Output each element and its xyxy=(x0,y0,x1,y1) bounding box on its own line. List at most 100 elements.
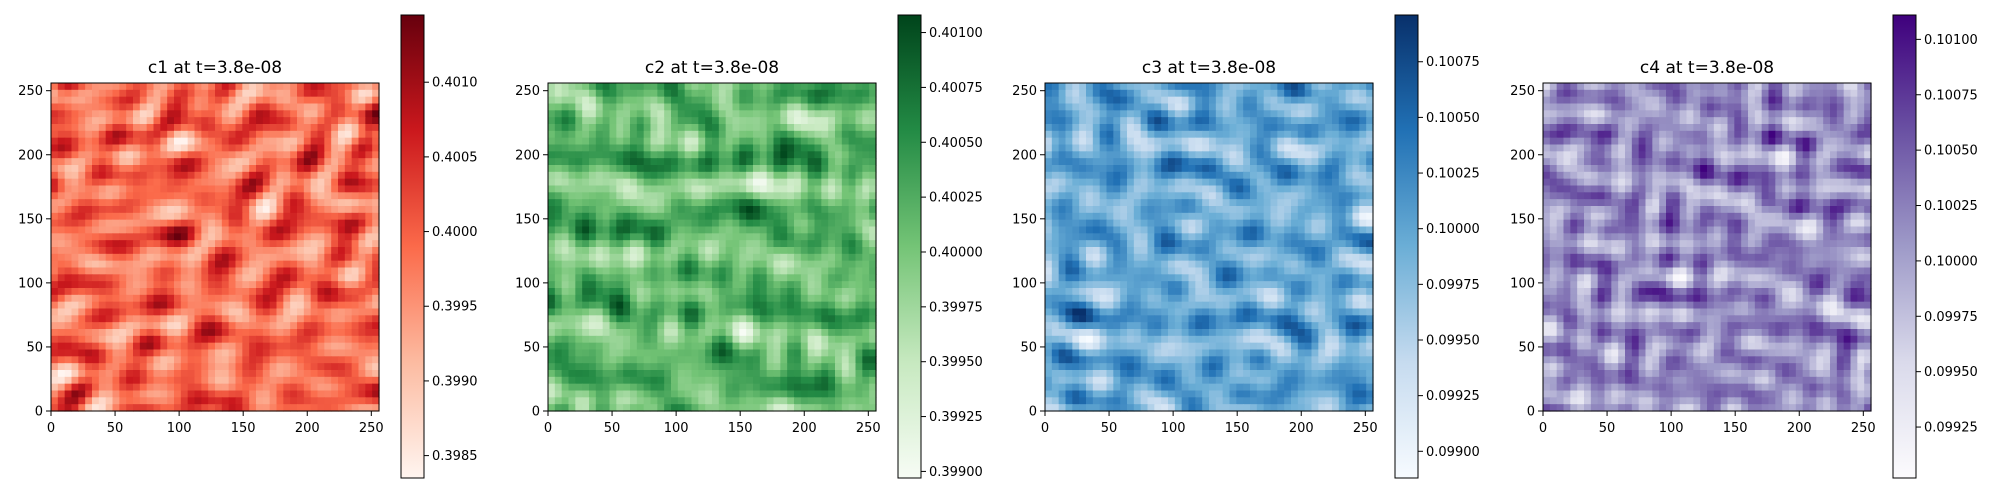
heatmap-cell xyxy=(215,226,223,234)
heatmap-cell xyxy=(814,247,822,255)
heatmap-cell xyxy=(153,281,161,289)
heatmap-cell xyxy=(821,226,829,234)
heatmap-cell xyxy=(671,363,679,371)
heatmap-cell xyxy=(855,165,863,173)
heatmap-cell xyxy=(636,315,645,323)
heatmap-cell xyxy=(862,329,870,337)
heatmap-cell xyxy=(671,226,679,234)
heatmap-cell xyxy=(800,137,809,146)
heatmap-cell xyxy=(800,206,809,214)
heatmap-cell xyxy=(64,260,73,269)
heatmap-cell xyxy=(554,253,563,262)
heatmap-cell xyxy=(351,383,360,392)
heatmap-cell xyxy=(643,322,652,330)
heatmap-cell xyxy=(1243,96,1251,105)
heatmap-cell xyxy=(98,370,107,378)
heatmap-cell xyxy=(139,165,148,173)
heatmap-cell xyxy=(344,212,353,221)
heatmap-cell xyxy=(753,89,761,98)
heatmap-cell xyxy=(85,267,93,275)
heatmap-cell xyxy=(650,226,658,234)
heatmap-cell xyxy=(582,130,590,139)
heatmap-cell xyxy=(338,267,346,275)
heatmap-cell xyxy=(554,260,563,269)
heatmap-cell xyxy=(372,294,380,303)
x-tick-label: 50 xyxy=(107,421,124,436)
heatmap-cell xyxy=(841,247,850,255)
heatmap-cell xyxy=(153,315,161,323)
heatmap-cell xyxy=(650,376,658,385)
heatmap-cell xyxy=(800,281,809,289)
heatmap-cell xyxy=(208,247,216,255)
heatmap-cell xyxy=(1092,83,1101,91)
heatmap-cell xyxy=(174,294,182,303)
heatmap-cell xyxy=(869,281,877,289)
heatmap-cell xyxy=(609,247,617,255)
heatmap-cell xyxy=(71,281,79,289)
heatmap-cell xyxy=(814,335,822,344)
heatmap-cell xyxy=(372,171,380,180)
heatmap-cell xyxy=(290,349,298,357)
heatmap-cell xyxy=(848,356,857,364)
heatmap-cell xyxy=(228,376,237,385)
heatmap-cell xyxy=(71,206,79,214)
heatmap-cell xyxy=(835,178,843,187)
heatmap-cell xyxy=(283,253,291,262)
heatmap-cell xyxy=(602,144,611,152)
heatmap-cell xyxy=(160,144,168,152)
heatmap-cell xyxy=(773,96,781,105)
heatmap-cell xyxy=(71,192,79,200)
heatmap-cell xyxy=(338,363,346,371)
heatmap-cell xyxy=(71,308,79,316)
heatmap-cell xyxy=(807,110,816,118)
heatmap-cell xyxy=(51,206,59,214)
heatmap-cell xyxy=(616,267,624,275)
heatmap-cell xyxy=(780,137,788,146)
heatmap-cell xyxy=(759,397,768,405)
heatmap-cell xyxy=(331,206,339,214)
heatmap-cell xyxy=(800,124,809,132)
heatmap-cell xyxy=(57,404,66,412)
heatmap-cell xyxy=(112,233,120,241)
heatmap-cell xyxy=(616,390,624,398)
heatmap-cell xyxy=(582,383,590,392)
heatmap-cell xyxy=(235,383,243,392)
heatmap-cell xyxy=(848,117,857,125)
heatmap-cell xyxy=(303,322,312,330)
heatmap-cell xyxy=(310,185,319,193)
heatmap-cell xyxy=(262,329,271,337)
heatmap-cell xyxy=(650,151,658,159)
heatmap-cell xyxy=(684,158,693,166)
heatmap-cell xyxy=(85,281,93,289)
heatmap-cell xyxy=(317,192,325,200)
heatmap-cell xyxy=(595,124,604,132)
heatmap-cell xyxy=(180,130,189,139)
heatmap-cell xyxy=(324,253,332,262)
heatmap-cell xyxy=(616,226,624,234)
heatmap-cell xyxy=(869,301,877,310)
heatmap-cell xyxy=(344,185,353,193)
heatmap-cell xyxy=(664,212,672,221)
heatmap-cell xyxy=(575,158,583,166)
heatmap-cell xyxy=(119,199,127,207)
heatmap-cell xyxy=(174,192,182,200)
heatmap-cell xyxy=(589,130,597,139)
heatmap-cell xyxy=(228,117,237,125)
heatmap-cell xyxy=(746,281,754,289)
heatmap-cell xyxy=(705,144,713,152)
heatmap-cell xyxy=(630,342,638,351)
heatmap-cell xyxy=(1297,83,1306,91)
heatmap-cell xyxy=(338,178,346,187)
heatmap-cell xyxy=(215,165,223,173)
heatmap-cell xyxy=(582,329,590,337)
heatmap-cell xyxy=(221,151,230,159)
heatmap-cell xyxy=(561,253,570,262)
heatmap-cell xyxy=(324,322,332,330)
heatmap-cell xyxy=(759,219,768,228)
heatmap-cell xyxy=(1270,89,1278,98)
heatmap-cell xyxy=(78,370,86,378)
heatmap-cell xyxy=(691,206,699,214)
heatmap-cell xyxy=(208,274,216,282)
heatmap-cell xyxy=(753,158,761,166)
heatmap-cell xyxy=(712,206,720,214)
